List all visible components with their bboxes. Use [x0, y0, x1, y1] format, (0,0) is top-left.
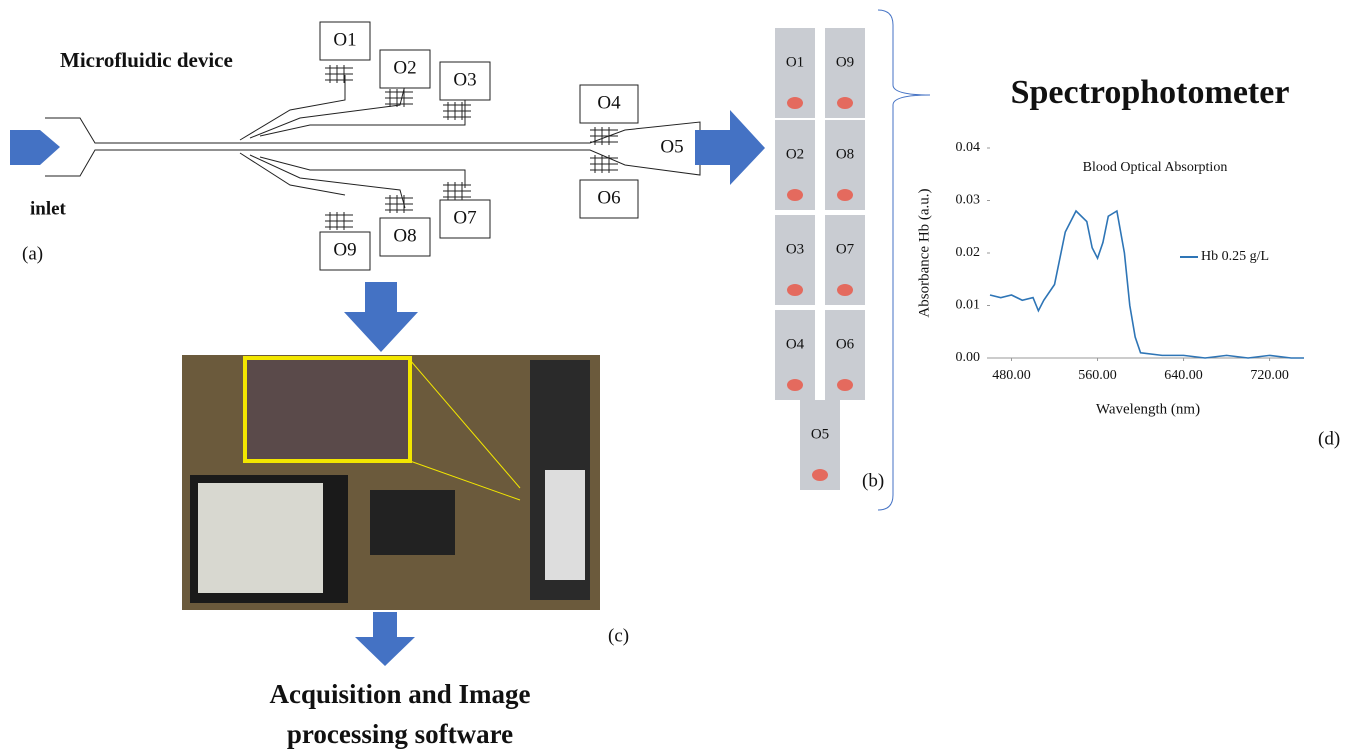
outlet-label: O5: [660, 136, 683, 157]
tube-label: O4: [786, 336, 805, 352]
y-tick-label: 0.01: [956, 298, 981, 313]
panel-label: (c): [608, 625, 629, 646]
outlet-label: O6: [597, 187, 620, 208]
outlet-label: O7: [453, 207, 476, 228]
hatch: [443, 182, 471, 200]
tube-label: O3: [786, 241, 804, 257]
x-axis-label: Wavelength (nm): [1096, 401, 1200, 417]
hatch: [325, 212, 353, 230]
microscope-body: [545, 470, 585, 580]
legend-label: Hb 0.25 g/L: [1201, 249, 1269, 264]
pump: [370, 490, 455, 555]
sample: [812, 469, 828, 481]
hatch: [325, 65, 353, 83]
outlet-label: O3: [453, 69, 476, 90]
chart-title: Blood Optical Absorption: [1083, 160, 1228, 175]
inset-photo: [245, 358, 410, 461]
outlet-label: O2: [393, 57, 416, 78]
tube-label: O5: [811, 426, 829, 442]
sample: [837, 379, 853, 391]
hatch: [385, 195, 413, 213]
y-tick-label: 0.04: [956, 140, 981, 155]
sample: [787, 379, 803, 391]
data-line: [990, 211, 1304, 358]
hatch: [590, 127, 618, 145]
down-arrow: [344, 282, 418, 352]
software-title: processing software: [287, 719, 513, 749]
x-tick-label: 480.00: [992, 368, 1031, 383]
y-tick-label: 0.03: [956, 193, 981, 208]
hatch: [385, 89, 413, 107]
tube-label: O1: [786, 54, 804, 70]
tube-label: O6: [836, 336, 855, 352]
outlet-label: O9: [333, 239, 356, 260]
outlet-label: O1: [333, 29, 356, 50]
panel-label: (a): [22, 243, 43, 264]
tube-label: O8: [836, 146, 854, 162]
inlet-arrow: [10, 130, 60, 165]
software-title: Acquisition and Image: [269, 679, 530, 709]
y-tick-label: 0.02: [956, 245, 981, 260]
spectro-title: Spectrophotometer: [1011, 74, 1290, 111]
y-tick-label: 0.00: [956, 350, 981, 365]
tube-label: O7: [836, 241, 855, 257]
sample: [837, 284, 853, 296]
device-title: Microfluidic device: [60, 48, 233, 72]
outlet-channels: [240, 75, 465, 208]
sample: [787, 97, 803, 109]
outlet-label: O4: [597, 92, 621, 113]
sample: [837, 189, 853, 201]
x-tick-label: 640.00: [1164, 368, 1203, 383]
sample: [787, 284, 803, 296]
inlet-label: inlet: [30, 198, 67, 219]
sample: [787, 189, 803, 201]
outlets: O1 O2 O3 O4 O5 O6 O7 O8 O9: [320, 22, 684, 270]
tube-label: O2: [786, 146, 804, 162]
figure: Microfluidic device inlet (a) O1 O2 O3 O4 O5…: [0, 0, 1345, 756]
hatch: [590, 155, 618, 173]
tube-label: O9: [836, 54, 854, 70]
hatch: [443, 102, 471, 120]
panel-label: (b): [862, 470, 884, 491]
outlet-label: O8: [393, 225, 416, 246]
y-axis-label: Absorbance Hb (a.u.): [916, 188, 932, 317]
x-tick-label: 720.00: [1250, 368, 1289, 383]
panel-label: (d): [1318, 428, 1340, 449]
page: Microfluidic device inlet (a) O1 O2 O3 O4 O5…: [0, 0, 1345, 756]
x-tick-label: 560.00: [1078, 368, 1117, 383]
tubes: O1 O9 O2 O8 O3 O7 O4 O6 O5: [775, 28, 865, 490]
screen: [198, 483, 323, 593]
down-arrow: [355, 612, 415, 666]
right-arrow: [695, 110, 765, 185]
sample: [837, 97, 853, 109]
